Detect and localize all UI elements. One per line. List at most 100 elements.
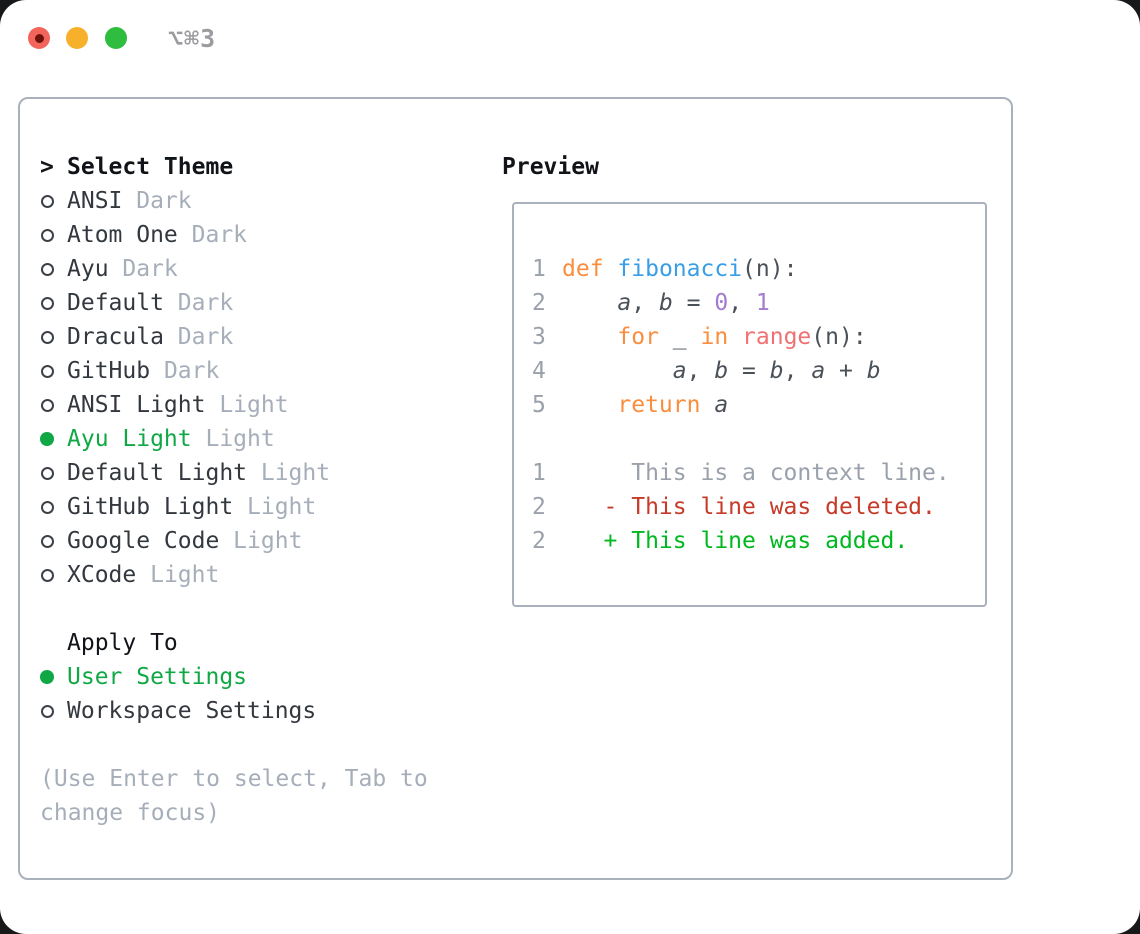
diff-content: - This line was deleted. xyxy=(562,494,936,520)
option-theme-github-light[interactable]: GitHub Light Light xyxy=(40,490,440,524)
line-number: 2 xyxy=(532,494,546,520)
option-variant-label: Dark xyxy=(108,256,178,282)
main-panel: > Select Theme ANSI Dark Atom One Dark Ayu… xyxy=(18,97,1013,880)
code-line: 2 a, b = 0, 1 xyxy=(532,286,985,320)
option-variant-label: Dark xyxy=(150,358,220,384)
line-number: 1 xyxy=(532,256,546,282)
option-variant-label: Light xyxy=(247,460,331,486)
apply-to-header: Apply To xyxy=(40,626,440,660)
spacer xyxy=(40,592,440,626)
code-content: return a xyxy=(617,392,729,418)
code-content: a, b = 0, 1 xyxy=(617,290,770,316)
option-user-settings[interactable]: User Settings xyxy=(40,660,440,694)
diff-content: This is a context line. xyxy=(562,460,950,486)
option-theme-ansi[interactable]: ANSI Dark xyxy=(40,184,440,218)
option-label: GitHub Light xyxy=(67,494,234,520)
radio-icon xyxy=(41,262,54,276)
option-theme-xcode[interactable]: XCode Light xyxy=(40,558,440,592)
radio-icon xyxy=(41,568,54,582)
option-theme-google-code[interactable]: Google Code Light xyxy=(40,524,440,558)
option-label: User Settings xyxy=(67,664,248,690)
spacer xyxy=(532,422,985,456)
radio-icon xyxy=(41,534,54,548)
theme-selector: > Select Theme ANSI Dark Atom One Dark Ayu… xyxy=(40,150,440,830)
hint-text: (Use Enter to select, Tab to change focu… xyxy=(40,766,428,826)
option-theme-default[interactable]: Default Dark xyxy=(40,286,440,320)
option-variant-label: Light xyxy=(191,426,275,452)
apply-to-options: User Settings Workspace Settings xyxy=(40,660,440,728)
option-theme-ayu-light[interactable]: Ayu Light Light xyxy=(40,422,440,456)
option-variant-label: Light xyxy=(219,528,303,554)
apply-to-indent xyxy=(40,626,67,660)
option-variant-label: Dark xyxy=(122,188,192,214)
diff-preview: 1 This is a context line. 2 - This line w… xyxy=(532,456,985,558)
option-label: Dracula xyxy=(67,324,164,350)
option-label: Default Light xyxy=(67,460,248,486)
radio-icon xyxy=(41,466,54,480)
radio-icon xyxy=(41,500,54,514)
option-label: Google Code xyxy=(67,528,220,554)
option-variant-label: Dark xyxy=(163,290,234,316)
radio-icon xyxy=(41,228,54,242)
radio-icon xyxy=(41,364,54,378)
option-variant-label: Light xyxy=(233,494,317,520)
line-number: 1 xyxy=(532,460,546,486)
option-theme-default-light[interactable]: Default Light Light xyxy=(40,456,440,490)
option-label: Atom One xyxy=(67,222,178,248)
titlebar: ⌥⌘3 xyxy=(0,0,1140,76)
cursor-indicator: > xyxy=(40,154,54,180)
radio-icon xyxy=(41,296,54,310)
option-label: Default xyxy=(67,290,164,316)
radio-icon xyxy=(41,194,54,208)
option-label: GitHub xyxy=(67,358,151,384)
line-number: 2 xyxy=(532,290,546,316)
minimize-button[interactable] xyxy=(66,27,88,49)
apply-to-title: Apply To xyxy=(67,630,178,656)
code-line: 4 a, b = b, a + b xyxy=(532,354,985,388)
radio-selected-icon xyxy=(40,670,54,684)
option-theme-github[interactable]: GitHub Dark xyxy=(40,354,440,388)
select-theme-header: > Select Theme xyxy=(40,150,440,184)
code-content: for _ in range(n): xyxy=(617,324,867,350)
code-line: 5 return a xyxy=(532,388,985,422)
option-theme-ansi-light[interactable]: ANSI Light Light xyxy=(40,388,440,422)
maximize-button[interactable] xyxy=(105,27,127,49)
radio-icon xyxy=(41,330,54,344)
spacer xyxy=(40,728,440,762)
option-label: XCode xyxy=(67,562,137,588)
close-button[interactable] xyxy=(28,27,50,49)
option-variant-label: Dark xyxy=(177,222,248,248)
option-variant-label: Light xyxy=(205,392,289,418)
diff-line-deleted: 2 - This line was deleted. xyxy=(532,490,985,524)
line-number: 3 xyxy=(532,324,546,350)
preview-title: Preview xyxy=(502,154,599,180)
line-number: 5 xyxy=(532,392,546,418)
radio-icon xyxy=(41,398,54,412)
option-theme-atom-one[interactable]: Atom One Dark xyxy=(40,218,440,252)
option-theme-ayu[interactable]: Ayu Dark xyxy=(40,252,440,286)
code-line: 3 for _ in range(n): xyxy=(532,320,985,354)
select-theme-title: Select Theme xyxy=(67,154,234,180)
radio-icon xyxy=(41,704,54,718)
code-content: a, b = b, a + b xyxy=(672,358,881,384)
option-variant-label: Dark xyxy=(163,324,234,350)
theme-list: ANSI Dark Atom One Dark Ayu Dark Default Da… xyxy=(40,184,440,592)
window-shortcut-label: ⌥⌘3 xyxy=(168,24,217,53)
option-workspace-settings[interactable]: Workspace Settings xyxy=(40,694,440,728)
option-label: ANSI xyxy=(67,188,123,214)
line-number: 2 xyxy=(532,528,546,554)
option-label: ANSI Light xyxy=(67,392,206,418)
option-label: Workspace Settings xyxy=(67,698,317,724)
diff-line-context: 1 This is a context line. xyxy=(532,456,985,490)
option-variant-label: Light xyxy=(136,562,220,588)
line-number: 4 xyxy=(532,358,546,384)
option-label: Ayu Light xyxy=(67,426,192,452)
radio-selected-icon xyxy=(40,432,54,446)
unsaved-dot-icon xyxy=(34,33,44,43)
option-theme-dracula[interactable]: Dracula Dark xyxy=(40,320,440,354)
option-label: Ayu xyxy=(67,256,109,282)
code-content: def fibonacci(n): xyxy=(562,256,798,282)
